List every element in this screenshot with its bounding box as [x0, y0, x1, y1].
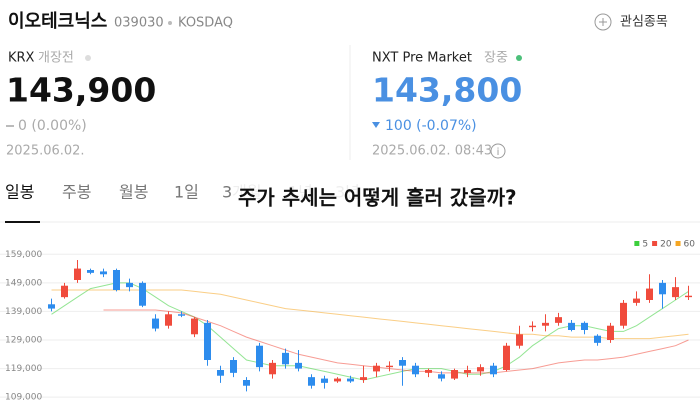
candle-body [113, 270, 120, 290]
candle-body [412, 365, 419, 375]
candle-body [542, 322, 549, 326]
nxt-price: 143,800 [372, 71, 522, 110]
nxt-date: 2025.06.02. 08:43 [372, 144, 492, 159]
plus-sign [599, 18, 607, 26]
candle-body [165, 314, 172, 326]
candle-body [646, 288, 653, 300]
info-icon[interactable] [490, 143, 506, 159]
legend-label: 5 [642, 240, 648, 250]
period-tab[interactable]: 1일 [174, 183, 199, 202]
period-tab[interactable]: 월봉 [119, 183, 148, 202]
candle-body [61, 285, 68, 298]
stock-code: 039030 [114, 16, 164, 31]
legend-swatch [675, 241, 681, 246]
candle-body [308, 377, 315, 386]
info-glyph: i [497, 147, 500, 158]
down-arrow [372, 122, 380, 128]
moving-average-line [51, 289, 689, 340]
legend-label: 60 [684, 240, 696, 250]
candle-body [74, 268, 81, 280]
status-dot [85, 55, 91, 61]
watch-label: 관심종목 [620, 15, 668, 30]
candle-body [555, 317, 562, 323]
candle-body [438, 374, 445, 379]
candle-body [386, 365, 393, 368]
y-tick-label: 139,000 [5, 307, 42, 317]
nxt-change: 100 (-0.07%) [385, 118, 477, 134]
candle-body [321, 378, 328, 383]
krx-label: KRX [8, 51, 35, 66]
candle-body [529, 325, 536, 328]
candle-body [672, 287, 679, 298]
candle-body [685, 295, 692, 298]
dot [168, 21, 172, 25]
krx-change: 0 (0.00%) [18, 118, 87, 134]
candle-body [347, 378, 354, 382]
candle-body [269, 362, 276, 375]
candle-body [373, 365, 380, 372]
candle-body [464, 370, 471, 373]
candle-body [48, 304, 55, 309]
y-tick-label: 109,000 [5, 393, 42, 400]
candle-body [568, 322, 575, 330]
candle-body [204, 322, 211, 360]
candle-body [425, 370, 432, 373]
candle-body [503, 345, 510, 370]
candle-body [633, 298, 640, 303]
period-tab[interactable]: 주봉 [62, 183, 91, 202]
candle-body [217, 370, 224, 376]
y-tick-label: 119,000 [5, 364, 42, 374]
candle-body [178, 314, 185, 316]
candle-body [620, 302, 627, 326]
candle-body [399, 360, 406, 366]
candle-body [191, 318, 198, 335]
status-dot [516, 55, 522, 61]
nxt-label: NXT Pre Market [372, 51, 472, 66]
chart: 159,000 149,000 139,000 129,000 119,000 109,0… [0, 240, 700, 400]
candle-body [607, 325, 614, 340]
candle-body [477, 367, 484, 372]
watch-button[interactable]: 관심종목 [594, 13, 668, 31]
candle-body [581, 322, 588, 330]
y-tick-label: 129,000 [5, 336, 42, 346]
y-tick-label: 149,000 [5, 278, 42, 288]
flat-icon [6, 125, 14, 127]
market: KOSDAQ [178, 16, 233, 31]
candle-body [594, 335, 601, 343]
period-tab[interactable]: 일봉 [5, 183, 34, 202]
candle-body [230, 360, 237, 373]
legend-swatch [634, 241, 640, 246]
candle-body [490, 365, 497, 375]
nxt-status: 장중 [484, 51, 508, 66]
candle-body [360, 377, 367, 380]
candle-body [451, 370, 458, 379]
legend-label: 20 [660, 240, 672, 250]
candle-body [282, 352, 289, 365]
candle-body [87, 270, 94, 273]
overlay-question: 주가 추세는 어떻게 흘러 갔을까? [238, 186, 517, 210]
candle-body [516, 334, 523, 346]
candle-body [243, 380, 250, 386]
candle-body [295, 362, 302, 369]
candle-body [139, 282, 146, 306]
stock-name: 이오테크닉스 [8, 11, 107, 32]
candle-body [256, 345, 263, 368]
krx-status: 개장전 [38, 51, 74, 66]
candle-body [152, 318, 159, 329]
krx-date: 2025.06.02. [6, 144, 85, 159]
candle-body [100, 271, 107, 275]
krx-price: 143,900 [6, 71, 156, 110]
candle-body [334, 378, 341, 382]
candle-body [659, 282, 666, 295]
legend-swatch [652, 241, 658, 246]
y-tick-label: 159,000 [5, 250, 42, 260]
plus-icon [594, 13, 612, 31]
moving-average-line [103, 309, 689, 374]
candle-body [126, 282, 133, 288]
overlay-bg [233, 180, 605, 216]
moving-average-line [51, 282, 689, 381]
